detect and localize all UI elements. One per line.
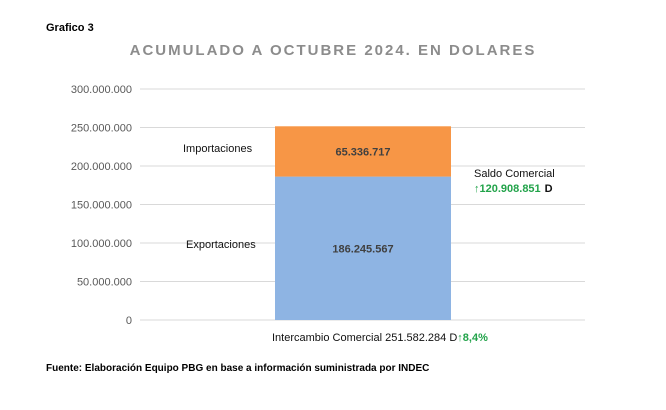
series-label-importaciones: Importaciones xyxy=(183,143,253,155)
saldo-value-row: ↑120.908.851 D xyxy=(474,182,555,197)
saldo-value: 120.908.851 xyxy=(479,183,541,195)
data-label-exportaciones: 186.245.567 xyxy=(332,243,393,255)
intercambio-value: 251.582.284 xyxy=(385,332,447,344)
intercambio-pct: 8,4% xyxy=(462,332,488,344)
y-tick-label: 50.000.000 xyxy=(77,277,132,289)
up-arrow-icon: ↑ xyxy=(457,332,463,344)
y-tick-label: 100.000.000 xyxy=(71,238,132,250)
up-arrow-icon: ↑ xyxy=(474,183,480,195)
intercambio-currency: D xyxy=(449,332,458,344)
figure-caption: Grafico 3 xyxy=(46,22,94,34)
intercambio-label: Intercambio Comercial xyxy=(272,332,383,344)
y-tick-label: 150.000.000 xyxy=(71,200,132,212)
saldo-comercial: Saldo Comercial ↑120.908.851 D xyxy=(474,167,555,197)
saldo-currency: D xyxy=(544,183,553,195)
y-tick-label: 0 xyxy=(126,315,132,327)
y-tick-label: 200.000.000 xyxy=(71,161,132,173)
data-label-importaciones: 65.336.717 xyxy=(335,146,390,158)
bar-exportaciones xyxy=(275,176,451,320)
intercambio-comercial: Intercambio Comercial 251.582.284 D↑8,4% xyxy=(272,332,488,344)
y-tick-label: 300.000.000 xyxy=(71,84,132,96)
series-label-exportaciones: Exportaciones xyxy=(186,239,256,251)
y-tick-label: 250.000.000 xyxy=(71,123,132,135)
chart-title: ACUMULADO A OCTUBRE 2024. EN DOLARES xyxy=(129,42,537,59)
saldo-label: Saldo Comercial xyxy=(474,168,555,180)
bar-importaciones xyxy=(275,126,451,177)
source-note: Fuente: Elaboración Equipo PBG en base a… xyxy=(46,363,430,374)
